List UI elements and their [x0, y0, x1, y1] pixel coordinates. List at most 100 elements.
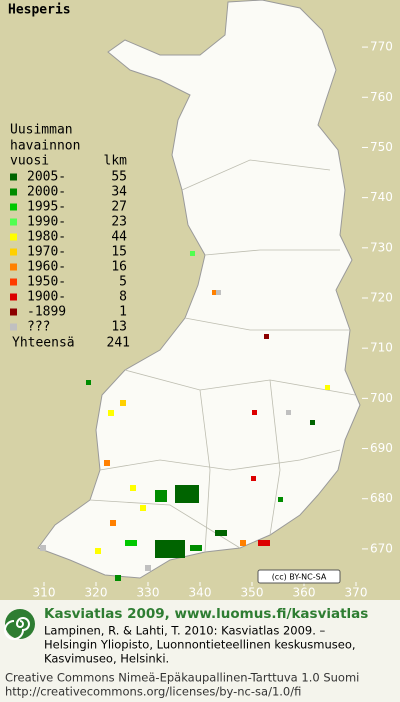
square	[190, 545, 202, 551]
legend-label: 2000-	[27, 185, 66, 200]
legend-label: 1995-	[27, 200, 66, 215]
y-tick-label: 750	[370, 140, 393, 154]
square	[325, 385, 330, 390]
legend-swatch	[10, 323, 17, 331]
footer-background	[0, 600, 400, 702]
square	[240, 540, 246, 546]
x-tick-label: 360	[293, 586, 316, 600]
x-tick-label: 370	[345, 586, 368, 600]
legend-count: 5	[119, 275, 127, 290]
square	[140, 505, 146, 511]
legend-count: 1	[119, 305, 127, 320]
country-outline	[37, 0, 361, 579]
site-link: Kasviatlas 2009, www.luomus.fi/kasviatla…	[44, 606, 368, 622]
legend-swatch	[10, 203, 17, 211]
license-url: http://creativecommons.org/licenses/by-n…	[5, 685, 301, 699]
legend-count: 44	[111, 230, 127, 245]
legend-label: 1980-	[27, 230, 66, 245]
legend-count: 27	[111, 200, 127, 215]
region-borders	[89, 159, 356, 553]
y-tick-label: 700	[370, 391, 393, 405]
legend-swatch	[10, 248, 17, 256]
legend-count: 34	[111, 185, 127, 200]
square	[108, 410, 114, 416]
legend-count: 16	[111, 260, 127, 275]
square	[104, 460, 110, 466]
legend-year-header: vuosi	[10, 154, 49, 169]
y-tick-label: 720	[370, 291, 393, 305]
square	[258, 540, 270, 546]
square	[130, 485, 136, 491]
legend-label: 1960-	[27, 260, 66, 275]
square	[252, 410, 257, 415]
square	[115, 575, 121, 581]
legend-count: 23	[111, 215, 127, 230]
legend-heading: havainnon	[10, 139, 80, 154]
legend-count: 13	[111, 320, 127, 335]
legend-count-header: lkm	[104, 154, 128, 169]
legend-swatch	[10, 263, 17, 271]
total-count: 241	[107, 336, 130, 351]
license: Creative Commons Nimeä-Epäkaupallinen-Ta…	[5, 671, 359, 685]
legend-swatch	[10, 188, 17, 196]
square	[215, 530, 227, 536]
x-tick-label: 320	[85, 586, 108, 600]
square	[155, 490, 167, 502]
legend-label: 2005-	[27, 170, 66, 185]
legend-count: 55	[111, 170, 127, 185]
legend-swatch	[10, 308, 17, 316]
y-tick-label: 680	[370, 491, 393, 505]
legend-label: -1899	[27, 305, 66, 320]
legend-swatch	[10, 218, 17, 226]
legend-heading: Uusimman	[10, 123, 73, 138]
legend-swatch	[10, 278, 17, 286]
legend-swatch	[10, 233, 17, 241]
square	[120, 400, 126, 406]
x-tick-label: 310	[33, 586, 56, 600]
citation: Lampinen, R. & Lahti, T. 2010: Kasviatla…	[44, 624, 326, 638]
square	[264, 334, 269, 339]
x-tick-label: 350	[241, 586, 264, 600]
square	[40, 545, 46, 551]
legend-label: 1970-	[27, 245, 66, 260]
total-label: Yhteensä	[12, 336, 75, 351]
citation: Helsingin Yliopisto, Luonnontieteellinen…	[44, 638, 356, 652]
legend: 2005- 55 2000- 34 1995- 27 1990- 23 1980- 44 1970-…	[10, 170, 127, 335]
legend-count: 8	[119, 290, 127, 305]
legend-label: 1950-	[27, 275, 66, 290]
y-tick-label: 770	[370, 40, 393, 54]
square	[95, 548, 101, 554]
square	[212, 290, 217, 295]
square	[310, 420, 315, 425]
logo	[4, 609, 35, 640]
square	[145, 565, 151, 571]
x-tick-label: 330	[137, 586, 160, 600]
title: Hesperis	[8, 3, 71, 18]
legend-label: 1990-	[27, 215, 66, 230]
square	[175, 485, 199, 503]
y-tick-label: 730	[370, 240, 393, 254]
y-tick-label: 710	[370, 341, 393, 355]
x-tick-label: 340	[189, 586, 212, 600]
legend-label: 1900-	[27, 290, 66, 305]
legend-swatch	[10, 293, 17, 301]
license-badge-box	[257, 569, 341, 584]
y-tick-label: 760	[370, 90, 393, 104]
y-tick-label: 740	[370, 190, 393, 204]
license-badge: (cc) BY-NC-SA	[272, 573, 327, 582]
square	[278, 497, 283, 502]
square	[155, 540, 185, 558]
axes: 770 760 750 740 730 720 710 700 690 680 670 310 320 3…	[33, 40, 393, 600]
square	[190, 251, 195, 256]
square	[110, 520, 116, 526]
y-tick-label: 690	[370, 441, 393, 455]
square	[86, 380, 91, 385]
square	[125, 540, 137, 546]
square	[216, 290, 221, 295]
observation-squares	[40, 251, 330, 581]
legend-count: 15	[111, 245, 127, 260]
square	[251, 476, 256, 481]
y-tick-label: 670	[370, 541, 393, 555]
citation: Kasvimuseo, Helsinki.	[44, 652, 169, 666]
